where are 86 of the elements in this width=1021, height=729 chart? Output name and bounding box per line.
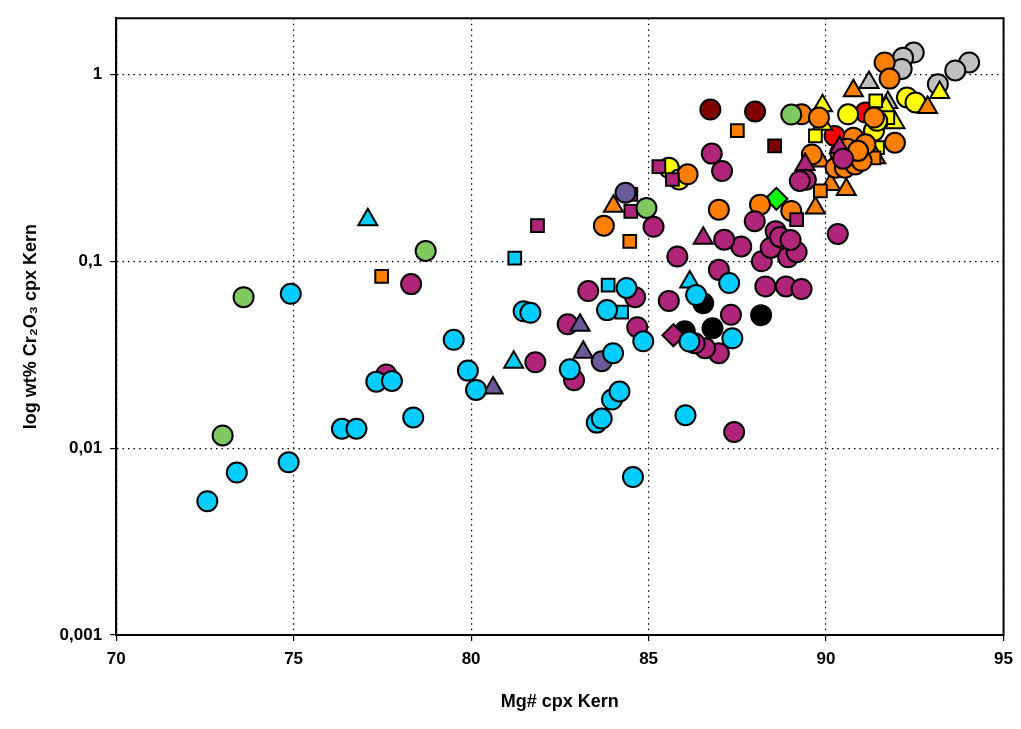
point: [345, 417, 368, 440]
y-tick-label: 0,01: [69, 437, 103, 457]
point: [596, 299, 619, 322]
point: [685, 284, 708, 307]
point: [744, 100, 767, 123]
point: [400, 273, 423, 296]
point: [701, 317, 724, 340]
point: [713, 228, 736, 251]
y-axis-title: log wt% Cr₂O₃ cpx Kern: [19, 223, 40, 430]
point: [790, 278, 813, 301]
point: [196, 490, 219, 513]
point: [750, 304, 773, 327]
y-tick-label: 0,1: [78, 250, 103, 270]
point: [507, 250, 523, 266]
point: [837, 103, 860, 126]
point: [730, 235, 753, 258]
point: [279, 282, 302, 305]
y-tick-label: 1: [92, 64, 103, 84]
x-tick-label: 80: [461, 648, 481, 668]
point: [718, 272, 741, 295]
point: [700, 142, 723, 165]
point: [614, 181, 637, 204]
point: [402, 406, 425, 429]
point: [666, 245, 689, 268]
point: [723, 421, 746, 444]
point: [577, 280, 600, 303]
point: [442, 328, 465, 351]
point: [632, 330, 655, 353]
point: [558, 358, 581, 381]
x-tick-label: 75: [284, 648, 304, 668]
point: [651, 159, 667, 175]
point: [878, 67, 901, 90]
point: [657, 289, 680, 312]
point: [623, 204, 639, 219]
x-tick-label: 85: [639, 648, 659, 668]
point: [711, 160, 734, 183]
point: [524, 351, 547, 374]
x-tick-label: 70: [106, 648, 126, 668]
point: [277, 451, 300, 474]
point: [832, 147, 855, 170]
x-tick-label: 95: [994, 648, 1014, 668]
point: [456, 359, 479, 382]
point: [608, 380, 631, 403]
point: [225, 461, 248, 484]
point: [600, 277, 616, 293]
point: [767, 138, 782, 154]
point: [707, 198, 730, 221]
point: [729, 123, 745, 139]
point: [944, 59, 967, 82]
point: [622, 233, 638, 249]
point: [678, 330, 701, 353]
point: [602, 342, 625, 365]
point: [721, 327, 744, 350]
point: [883, 131, 906, 154]
point: [674, 404, 697, 427]
x-tick-label: 90: [816, 648, 836, 668]
point: [779, 229, 802, 252]
point: [743, 210, 766, 233]
point: [699, 98, 722, 121]
point: [719, 303, 742, 326]
point: [374, 269, 390, 284]
point: [754, 275, 777, 298]
point: [590, 407, 613, 430]
point: [789, 212, 804, 228]
x-axis-title: Mg# cpx Kern: [500, 691, 619, 712]
point: [621, 466, 644, 489]
point: [414, 239, 437, 262]
point: [211, 424, 234, 447]
point: [868, 93, 884, 109]
point: [530, 218, 545, 234]
point: [808, 128, 823, 144]
point: [813, 183, 828, 199]
point: [380, 369, 403, 392]
point: [780, 103, 803, 126]
point: [465, 378, 488, 401]
point: [232, 286, 255, 309]
point: [642, 215, 665, 238]
point: [676, 163, 699, 186]
point: [635, 196, 658, 219]
point: [826, 222, 849, 245]
point: [788, 170, 811, 192]
point: [592, 214, 615, 237]
point: [807, 106, 830, 129]
point: [519, 301, 542, 324]
y-tick-label: 0,001: [59, 624, 103, 644]
point: [615, 276, 638, 299]
